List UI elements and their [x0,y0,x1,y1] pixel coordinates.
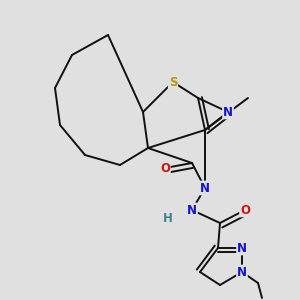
Text: H: H [163,212,173,224]
Text: N: N [187,203,197,217]
Text: S: S [169,76,177,88]
Text: O: O [240,203,250,217]
Text: N: N [200,182,210,194]
Text: N: N [223,106,233,118]
Text: N: N [237,266,247,278]
Text: O: O [160,161,170,175]
Text: N: N [237,242,247,254]
